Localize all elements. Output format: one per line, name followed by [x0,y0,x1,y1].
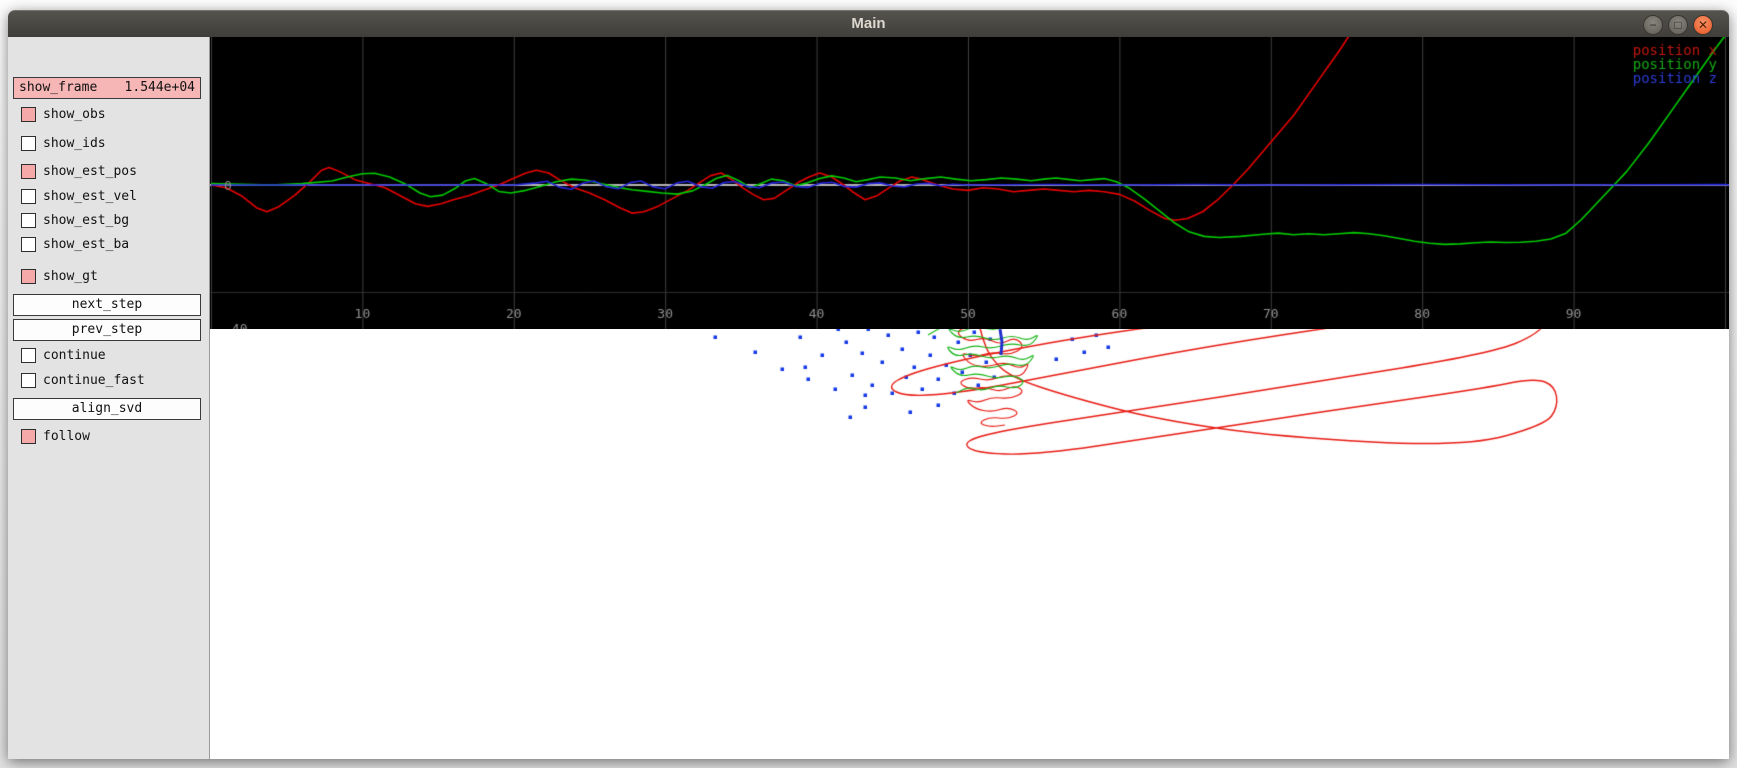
checkbox-label: show_est_vel [43,189,137,204]
checkbox-label: show_gt [43,269,98,284]
checkbox-show_ids[interactable] [21,136,36,151]
checkbox-show_est_bg[interactable] [21,213,36,228]
checkbox-label: show_est_bg [43,213,130,228]
window-content: show_frame 1.544e+04 show_obs show_ids show_… [8,37,1729,759]
window-title: Main [851,15,886,32]
checkbox-label: continue_fast [43,373,145,388]
button-align_svd[interactable]: align_svd [13,398,201,420]
checkbox-continue[interactable] [21,348,36,363]
checkbox-label: show_obs [43,107,106,122]
checkbox-show_est_vel[interactable] [21,189,36,204]
row-show_ids: show_ids [8,136,210,160]
checkbox-show_gt[interactable] [21,269,36,284]
control-panel: show_frame 1.544e+04 show_obs show_ids show_… [8,37,210,759]
slider-show_frame[interactable]: show_frame 1.544e+04 [13,77,201,99]
minimize-button[interactable]: − [1643,15,1663,35]
row-continue_fast: continue_fast [8,373,210,397]
row-show_est_ba: show_est_ba [8,237,210,261]
app-window: Main − □ ✕ show_frame 1.544e+04 show_obs sh… [8,10,1729,759]
position-plot[interactable] [210,37,1729,329]
checkbox-continue_fast[interactable] [21,373,36,388]
checkbox-show_est_ba[interactable] [21,237,36,252]
maximize-button[interactable]: □ [1668,15,1688,35]
row-show_obs: show_obs [8,107,210,131]
checkbox-label: follow [43,429,90,444]
checkbox-show_obs[interactable] [21,107,36,122]
row-continue: continue [8,348,210,372]
slider-label: show_frame [19,80,98,95]
checkbox-follow[interactable] [21,429,36,444]
slider-value: 1.544e+04 [124,80,195,95]
checkbox-label: show_est_ba [43,237,130,252]
row-show_gt: show_gt [8,269,210,293]
row-show_est_bg: show_est_bg [8,213,210,237]
row-show_est_pos: show_est_pos [8,164,210,188]
button-next_step[interactable]: next_step [13,294,201,316]
close-button[interactable]: ✕ [1693,15,1713,35]
row-show_est_vel: show_est_vel [8,189,210,213]
titlebar[interactable]: Main − □ ✕ [8,10,1729,37]
checkbox-label: continue [43,348,106,363]
row-follow: follow [8,429,210,453]
checkbox-show_est_pos[interactable] [21,164,36,179]
checkbox-label: show_est_pos [43,164,137,179]
checkbox-label: show_ids [43,136,106,151]
button-prev_step[interactable]: prev_step [13,319,201,341]
